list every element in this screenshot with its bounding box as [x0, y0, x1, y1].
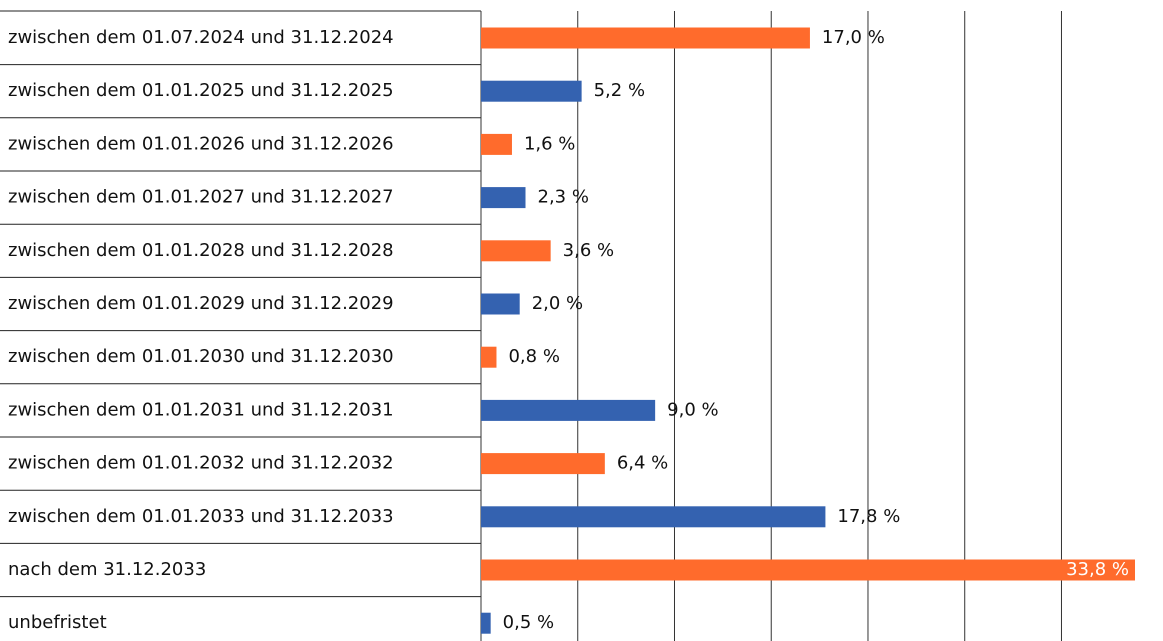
value-label: 9,0 %: [667, 399, 718, 420]
category-label: zwischen dem 01.01.2027 und 31.12.2027: [8, 187, 394, 208]
category-label: zwischen dem 01.01.2032 und 31.12.2032: [8, 453, 394, 474]
value-label: 2,0 %: [532, 293, 583, 314]
bar: [481, 453, 605, 475]
value-label: 3,6 %: [563, 240, 614, 261]
value-label: 33,8 %: [1066, 559, 1129, 580]
category-label: zwischen dem 01.01.2031 und 31.12.2031: [8, 399, 394, 420]
value-label: 6,4 %: [617, 453, 668, 474]
bar: [481, 346, 497, 368]
value-label: 17,8 %: [837, 506, 900, 527]
value-label: 0,8 %: [508, 346, 559, 367]
bar: [481, 293, 520, 315]
category-label: zwischen dem 01.01.2026 und 31.12.2026: [8, 133, 394, 154]
value-label: 17,0 %: [822, 27, 885, 48]
category-label: zwischen dem 01.07.2024 und 31.12.2024: [8, 27, 394, 48]
bar: [481, 506, 826, 528]
value-label: 1,6 %: [524, 133, 575, 154]
category-label: nach dem 31.12.2033: [8, 559, 206, 580]
bar: [481, 559, 1135, 581]
bar: [481, 612, 491, 634]
category-label: zwischen dem 01.01.2033 und 31.12.2033: [8, 506, 394, 527]
bar: [481, 399, 656, 421]
bar: [481, 187, 526, 209]
category-label: zwischen dem 01.01.2029 und 31.12.2029: [8, 293, 394, 314]
value-label: 2,3 %: [538, 187, 589, 208]
bar: [481, 27, 810, 49]
category-label: zwischen dem 01.01.2030 und 31.12.2030: [8, 346, 394, 367]
category-label: zwischen dem 01.01.2028 und 31.12.2028: [8, 240, 394, 261]
bar: [481, 80, 582, 102]
value-label: 0,5 %: [503, 612, 554, 633]
bar: [481, 240, 551, 262]
bar: [481, 133, 512, 155]
category-label: unbefristet: [8, 612, 107, 633]
value-label: 5,2 %: [594, 80, 645, 101]
category-label: zwischen dem 01.01.2025 und 31.12.2025: [8, 80, 394, 101]
